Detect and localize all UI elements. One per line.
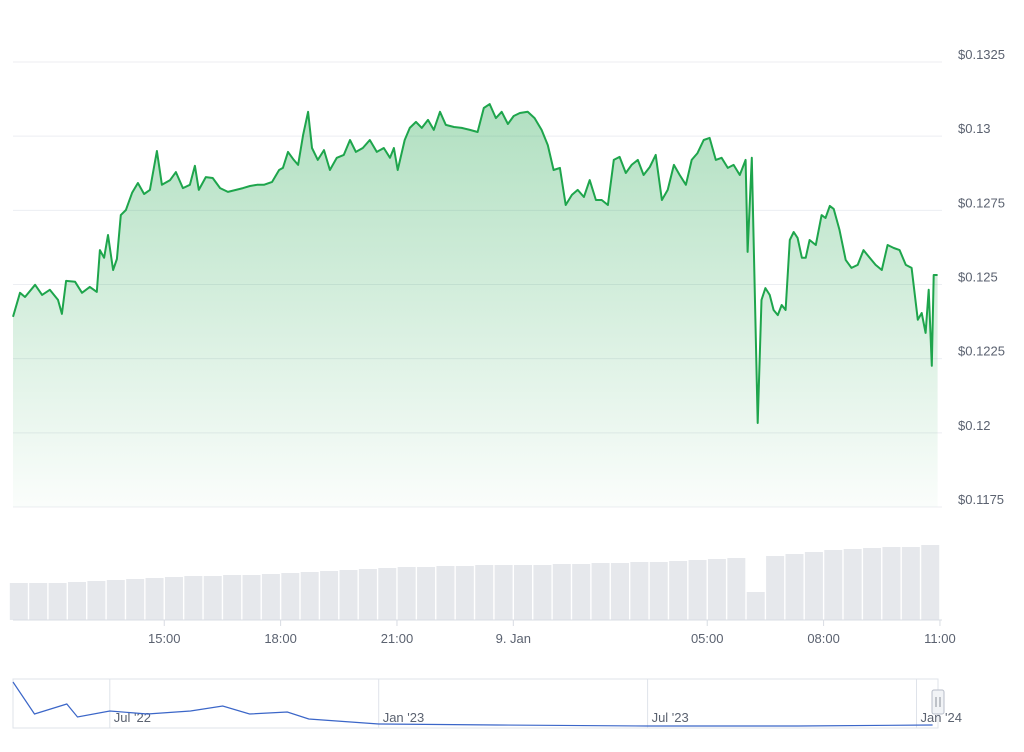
volume-bar (901, 547, 920, 620)
price-line (12, 103, 938, 424)
volume-bar (436, 566, 455, 620)
y-tick-label: $0.125 (958, 270, 998, 285)
volume-bar (494, 565, 513, 620)
volume-bar (610, 563, 629, 620)
volume-bar (203, 576, 222, 620)
volume-bar (378, 568, 397, 620)
navigator-line (12, 681, 933, 727)
volume-bar (630, 562, 649, 620)
volume-bar (300, 572, 319, 620)
volume-bar (455, 566, 474, 620)
navigator-tick-label: Jan '24 (920, 710, 962, 725)
volume-bar (514, 565, 533, 620)
y-tick-label: $0.1225 (958, 344, 1005, 359)
navigator-handle[interactable] (931, 689, 945, 715)
volume-bar (804, 552, 823, 620)
volume-bar (106, 580, 125, 620)
volume-bar (533, 565, 552, 620)
volume-bar (67, 582, 86, 620)
volume-bar (746, 592, 765, 620)
volume-bar (339, 570, 358, 620)
volume-bar (688, 560, 707, 620)
y-tick-label: $0.1275 (958, 195, 1005, 210)
volume-bar (649, 562, 668, 620)
volume-bar (591, 563, 610, 620)
volume-bar (785, 554, 804, 620)
volume-bar (358, 569, 377, 620)
navigator-tick-label: Jul '23 (652, 710, 689, 725)
navigator-frame (12, 678, 939, 729)
volume-bar (921, 545, 940, 620)
volume-bar (320, 571, 339, 620)
volume-bar (126, 579, 145, 620)
volume-bar (48, 583, 67, 620)
x-tick-label: 21:00 (381, 631, 414, 646)
volume-bar (184, 576, 203, 620)
volume-bar (261, 574, 280, 620)
y-tick-label: $0.13 (958, 121, 991, 136)
volume-bar (707, 559, 726, 620)
x-tick-label: 15:00 (148, 631, 181, 646)
y-tick-label: $0.12 (958, 418, 991, 433)
volume-bar (145, 578, 164, 620)
volume-bar (552, 564, 571, 620)
x-tick-label: 9. Jan (496, 631, 531, 646)
volume-bar (882, 547, 901, 620)
x-tick-label: 11:00 (924, 631, 956, 646)
volume-bar (242, 575, 261, 620)
volume-bar (29, 583, 48, 620)
volume-bar (572, 564, 591, 620)
x-tick-label: 05:00 (691, 631, 724, 646)
volume-bar (164, 577, 183, 620)
volume-bar (766, 556, 785, 620)
volume-bar (417, 567, 436, 620)
volume-bar (87, 581, 106, 620)
volume-bar (223, 575, 242, 620)
volume-bar (397, 567, 416, 620)
volume-bar (475, 565, 494, 620)
y-tick-label: $0.1325 (958, 47, 1005, 62)
volume-bar (9, 583, 28, 620)
y-tick-label: $0.1175 (958, 492, 1004, 507)
price-area (13, 104, 938, 507)
volume-bar (843, 549, 862, 620)
volume-bar (281, 573, 300, 620)
volume-bar (669, 561, 688, 620)
navigator-tick-label: Jan '23 (383, 710, 425, 725)
volume-bar (824, 550, 843, 620)
volume-bar (727, 558, 746, 620)
volume-bar (863, 548, 882, 620)
x-tick-label: 08:00 (807, 631, 840, 646)
x-tick-label: 18:00 (264, 631, 297, 646)
